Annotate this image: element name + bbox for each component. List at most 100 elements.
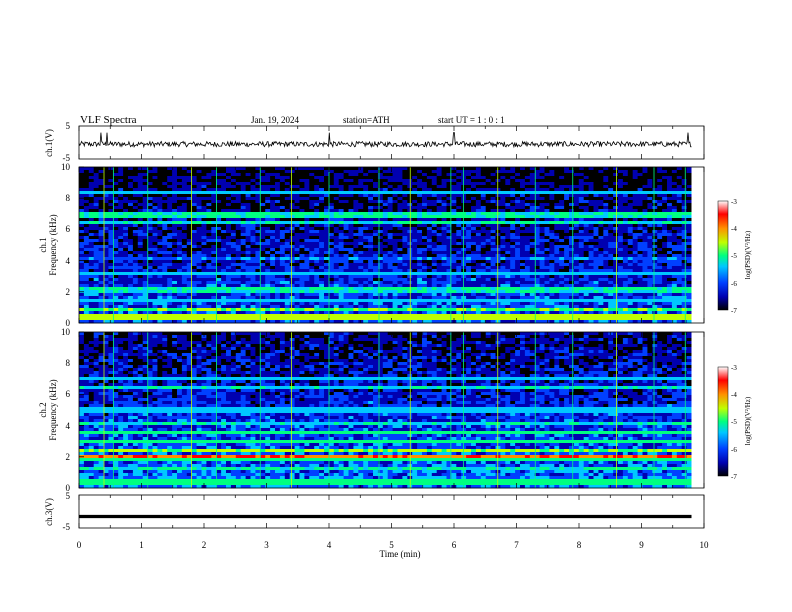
spectrogram-cell	[373, 182, 379, 186]
spectrogram-cell	[314, 284, 320, 288]
spectrogram-cell	[544, 167, 550, 171]
spectrogram-cell	[490, 245, 496, 249]
spectrogram-cell	[196, 203, 202, 207]
spectrogram-cell	[226, 263, 232, 267]
spectrogram-cell	[373, 191, 379, 195]
spectrogram-cell	[128, 203, 134, 207]
spectrogram-cell	[667, 233, 673, 237]
spectrogram-cell	[637, 215, 643, 219]
spectrogram-cell	[554, 275, 560, 279]
spectrogram-cell	[108, 221, 114, 225]
spectrogram-cell	[157, 191, 163, 195]
spectrogram-cell	[177, 194, 183, 198]
spectrogram-cell	[520, 206, 526, 210]
spectrogram-cell	[98, 185, 104, 189]
spectrogram-cell	[564, 230, 570, 234]
spectrogram-cell	[314, 221, 320, 225]
spectrogram-cell	[245, 188, 251, 192]
spectrogram-cell	[147, 245, 153, 249]
spectrogram-cell	[549, 203, 555, 207]
spectrogram-cell	[441, 173, 447, 177]
spectrogram-cell	[93, 224, 99, 228]
spectrogram-cell	[549, 227, 555, 231]
spectrogram-cell	[103, 272, 109, 276]
spectrogram-cell	[162, 215, 168, 219]
spectrogram-cell	[309, 230, 315, 234]
spectrogram-cell	[515, 215, 521, 219]
spectrogram-cell	[123, 191, 129, 195]
spectrogram-cell	[98, 191, 104, 195]
spectrogram-cell	[265, 227, 271, 231]
spectrogram-cell	[431, 248, 438, 252]
spectrogram-cell	[622, 266, 629, 270]
spectrogram-cell	[142, 275, 148, 279]
spectrogram-cell	[289, 236, 295, 240]
spectrogram-cell	[647, 239, 653, 243]
spectrogram-cell	[333, 257, 340, 261]
spectrogram-cell	[373, 212, 379, 216]
spectrogram-cell	[392, 170, 398, 174]
spectrogram-cell	[642, 173, 648, 177]
spectrogram-cell	[226, 251, 232, 255]
spectrogram-cell	[363, 242, 369, 246]
spectrogram-cell	[294, 272, 300, 276]
spectrogram-cell	[177, 203, 183, 207]
spectrogram-cell	[373, 170, 379, 174]
spectrogram-cell	[598, 266, 604, 270]
spectrogram-cell	[338, 206, 344, 210]
spectrogram-cell	[226, 248, 232, 252]
spectrogram-cell	[681, 206, 687, 210]
spectrogram-cell	[338, 209, 344, 213]
spectrogram-cell	[657, 185, 663, 189]
spectrogram-cell	[662, 251, 668, 255]
spectrogram-cell	[343, 194, 349, 198]
spectrogram-cell	[221, 188, 227, 192]
spectrogram-cell	[226, 257, 232, 261]
spectrogram-cell	[328, 185, 335, 189]
spectrogram-cell	[211, 215, 217, 219]
spectrogram-cell	[181, 212, 188, 216]
spectrogram-cell	[441, 245, 447, 249]
spectrogram-cell	[201, 239, 207, 243]
spectrogram-cell	[186, 188, 193, 192]
spectrogram-cell	[103, 233, 109, 237]
spectrogram-cell	[632, 194, 638, 198]
spectrogram-cell	[598, 179, 604, 183]
spectrogram-cell	[387, 179, 393, 183]
spectrogram-cell	[539, 257, 545, 261]
spectrogram-cell	[515, 230, 521, 234]
spectrogram-cell	[196, 221, 202, 225]
spectrogram-cell	[142, 209, 148, 213]
spectrogram-cell	[358, 215, 364, 219]
spectrogram-cell	[177, 185, 183, 189]
spectrogram-cell	[578, 200, 585, 204]
spectrogram-cell	[314, 239, 320, 243]
spectrogram-cell	[652, 197, 658, 201]
spectrogram-cell	[652, 233, 658, 237]
spectrogram-cell	[191, 257, 197, 261]
spectrogram-cell	[603, 233, 609, 237]
spectrogram-cell	[255, 215, 261, 219]
spectrogram-cell	[417, 281, 423, 285]
spectrogram-cell	[284, 254, 291, 258]
spectrogram-cell	[485, 248, 491, 252]
spectrogram-cell	[162, 251, 168, 255]
spectrogram-cell	[480, 176, 487, 180]
spectrogram-cell	[627, 215, 634, 219]
spectrogram-cell	[137, 254, 144, 258]
spectrogram-cell	[260, 167, 266, 171]
spectrogram-cell	[431, 212, 438, 216]
spectrogram-cell	[314, 215, 320, 219]
spectrogram-cell	[471, 206, 477, 210]
spectrogram-cell	[363, 275, 369, 279]
spectrogram-cell	[441, 209, 447, 213]
spectrogram-cell	[216, 278, 222, 282]
spectrogram-cell	[539, 200, 545, 204]
spectrogram-cell	[436, 284, 442, 288]
spectrogram-cell	[309, 254, 315, 258]
spectrogram-cell	[128, 281, 134, 285]
spectrogram-cell	[544, 269, 550, 273]
spectrogram-cell	[471, 263, 477, 267]
spectrogram-cell	[637, 233, 643, 237]
spectrogram-cell	[490, 266, 496, 270]
